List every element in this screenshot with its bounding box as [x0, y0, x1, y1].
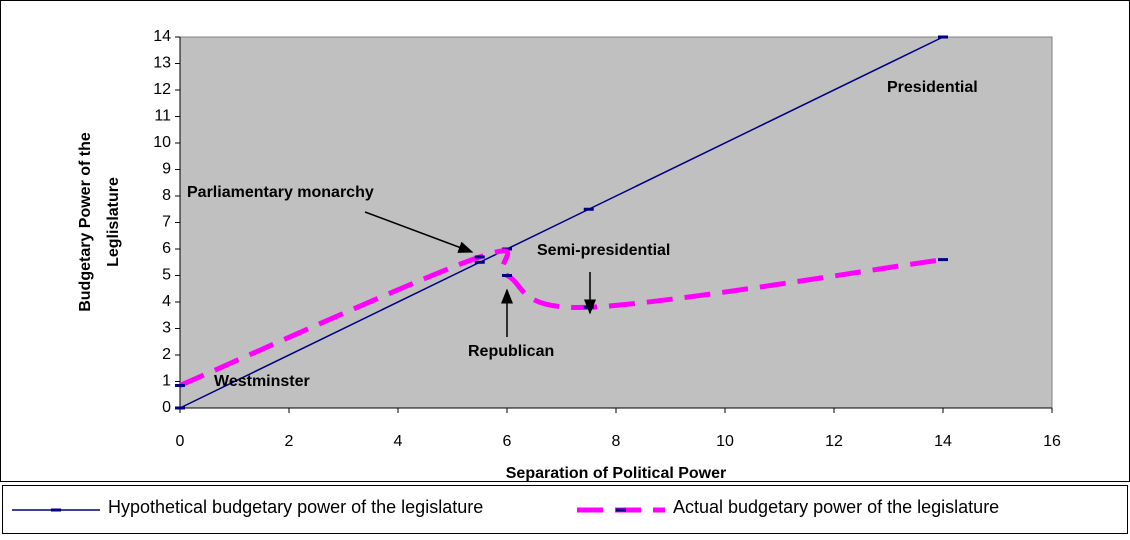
point-marker [474, 255, 485, 259]
y-tick-label: 12 [153, 81, 171, 98]
y-tick-label: 11 [154, 108, 171, 125]
point-marker [938, 258, 948, 262]
y-tick-label: 10 [153, 134, 171, 151]
x-axis-title: Separation of Political Power [506, 465, 727, 482]
point-marker [175, 383, 185, 387]
legend-label: Hypothetical budgetary power of the legi… [108, 497, 483, 517]
legend-items: Hypothetical budgetary power of the legi… [12, 497, 999, 517]
y-tick-label: 14 [153, 28, 171, 45]
legend [2, 485, 1128, 534]
y-tick-label: 1 [162, 373, 171, 390]
y-tick-label: 6 [162, 240, 171, 257]
y-tick-label: 2 [162, 346, 171, 363]
y-tick-label: 4 [162, 293, 171, 310]
point-marker [502, 274, 512, 277]
x-tick-label: 10 [716, 433, 734, 450]
point-marker [474, 260, 485, 264]
x-tick-label: 8 [612, 433, 621, 450]
point-marker [583, 207, 594, 211]
y-tick-label: 7 [162, 214, 171, 231]
x-tick-label: 2 [285, 433, 294, 450]
x-tick-label: 12 [825, 433, 843, 450]
x-tick-label: 6 [503, 433, 512, 450]
x-tick-label: 14 [934, 433, 952, 450]
legend-label: Actual budgetary power of the legislatur… [673, 497, 999, 517]
x-tick-label: 16 [1043, 433, 1061, 450]
legend-marker [616, 508, 626, 512]
legend-marker [51, 508, 61, 512]
annotation: Parliamentary monarchy [187, 184, 374, 201]
annotation: Republican [468, 343, 554, 360]
y-axis-title-line: Budgetary Power of the [77, 132, 94, 312]
y-axis-title: Budgetary Power of the Leglislature [77, 132, 122, 312]
point-marker [502, 247, 512, 251]
annotation: Semi-presidential [537, 242, 670, 259]
y-tick-label: 5 [162, 267, 171, 284]
y-tick-label: 0 [162, 399, 171, 416]
y-axis-title-line: Leglislature [105, 177, 122, 267]
point-marker [583, 305, 594, 309]
y-tick-label: 3 [162, 320, 171, 337]
x-tick-label: 0 [176, 433, 185, 450]
y-tick-label: 13 [153, 55, 171, 72]
y-tick-label: 8 [162, 187, 171, 204]
arrow [364, 211, 474, 253]
x-tick-label: 4 [394, 433, 403, 450]
plot-area [179, 36, 1053, 409]
y-tick-label: 9 [162, 161, 171, 178]
point-marker [175, 406, 185, 410]
annotation: Westminster [214, 373, 310, 390]
annotation: Presidential [887, 79, 978, 96]
point-marker [938, 35, 948, 39]
